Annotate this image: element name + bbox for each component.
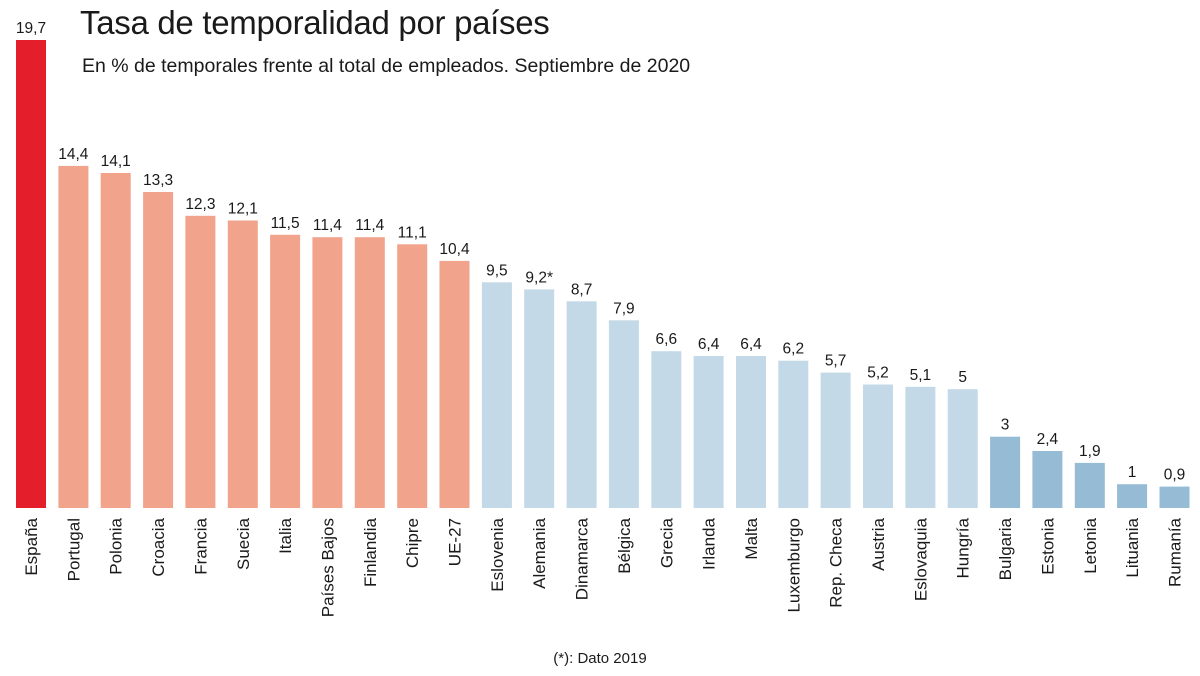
- bar: [1032, 451, 1063, 508]
- bar: [863, 384, 893, 508]
- category-label: UE-27: [446, 518, 465, 566]
- bars-group: [16, 40, 1190, 509]
- bar: [270, 234, 301, 509]
- chart-title: Tasa de temporalidad por países: [80, 4, 550, 41]
- category-label: Estonia: [1038, 517, 1057, 574]
- chart-footnote: (*): Dato 2019: [553, 650, 647, 667]
- bar: [947, 389, 978, 508]
- category-label: Austria: [869, 517, 888, 570]
- value-label: 6,6: [656, 331, 678, 348]
- category-label: Eslovenia: [488, 517, 507, 591]
- category-label: Alemania: [530, 517, 549, 588]
- value-label: 1,9: [1079, 443, 1101, 460]
- value-label: 2,4: [1037, 431, 1059, 448]
- category-label: Dinamarca: [573, 517, 592, 600]
- category-label: Bélgica: [615, 517, 634, 573]
- bar: [16, 40, 46, 508]
- value-label: 11,4: [355, 217, 384, 234]
- value-label: 12,1: [228, 201, 258, 218]
- value-label: 5,7: [825, 353, 847, 370]
- value-label: 14,1: [101, 153, 131, 170]
- value-labels-group: 19,7 14,4 14,1 13,3 12,3 12,1 11,5 11,4 11,4 11,1…: [16, 20, 1185, 484]
- value-label: 12,3: [185, 196, 215, 213]
- value-label: 6,2: [783, 341, 805, 358]
- value-label: 5: [958, 369, 967, 386]
- category-label: Portugal: [64, 518, 83, 581]
- category-label: Chipre: [403, 518, 422, 568]
- bar: [1074, 462, 1105, 508]
- value-label: 10,4: [439, 241, 470, 258]
- bar: [905, 386, 936, 508]
- category-label: Finlandia: [361, 517, 380, 587]
- bar: [1117, 484, 1148, 508]
- category-label: Eslovaquia: [911, 517, 930, 601]
- value-label: 5,2: [867, 365, 889, 382]
- value-label: 5,1: [910, 367, 932, 384]
- category-label: Luxemburgo: [784, 518, 803, 613]
- bar: [100, 173, 131, 508]
- category-label: España: [22, 517, 41, 575]
- category-label: Hungría: [954, 517, 973, 578]
- value-label: 9,2*: [525, 269, 553, 286]
- value-label: 7,9: [613, 300, 635, 317]
- value-label: 13,3: [143, 172, 173, 189]
- category-label: Países Bajos: [318, 518, 337, 617]
- bar: [1159, 486, 1190, 508]
- bar: [58, 165, 89, 508]
- bar: [990, 436, 1021, 508]
- category-label: Bulgaria: [996, 517, 1015, 580]
- category-label: Suecia: [234, 517, 253, 570]
- category-label: Rumanía: [1166, 517, 1185, 587]
- bar: [651, 351, 682, 508]
- value-label: 14,4: [58, 146, 89, 163]
- bar: [736, 356, 766, 508]
- bar: [566, 301, 597, 508]
- bar: [820, 372, 851, 508]
- bar: [312, 237, 343, 508]
- bar: [397, 244, 428, 509]
- bar: [439, 260, 470, 508]
- category-label: Polonia: [107, 517, 126, 574]
- category-label: Francia: [191, 517, 210, 574]
- value-label: 8,7: [571, 281, 593, 298]
- bar: [524, 289, 555, 508]
- value-label: 11,5: [271, 215, 300, 232]
- value-label: 0,9: [1164, 467, 1186, 484]
- category-label: Italia: [276, 517, 295, 553]
- value-label: 9,5: [486, 262, 508, 279]
- category-label: Letonia: [1081, 517, 1100, 573]
- value-label: 3: [1001, 417, 1010, 434]
- bar: [778, 360, 809, 508]
- bar: [143, 192, 174, 508]
- category-label: Croacia: [149, 517, 168, 576]
- category-label: Malta: [742, 517, 761, 559]
- value-label: 1: [1128, 464, 1137, 481]
- category-label: Lituania: [1123, 517, 1142, 577]
- bar: [693, 356, 724, 508]
- value-label: 11,1: [398, 224, 427, 241]
- category-label: Grecia: [657, 517, 676, 568]
- value-label: 6,4: [740, 336, 762, 353]
- category-label: Rep. Checa: [827, 517, 846, 607]
- bar: [608, 320, 639, 508]
- value-label: 11,4: [313, 217, 342, 234]
- bar: [481, 282, 512, 508]
- chart-subtitle: En % de temporales frente al total de em…: [82, 55, 691, 77]
- bar: [227, 220, 258, 508]
- bar: [185, 215, 216, 509]
- category-label: Irlanda: [700, 517, 719, 570]
- bar: [354, 237, 385, 508]
- category-labels-group: España Portugal Polonia Croacia Francia Sueci…: [22, 517, 1185, 617]
- value-label: 19,7: [16, 20, 46, 37]
- value-label: 6,4: [698, 336, 720, 353]
